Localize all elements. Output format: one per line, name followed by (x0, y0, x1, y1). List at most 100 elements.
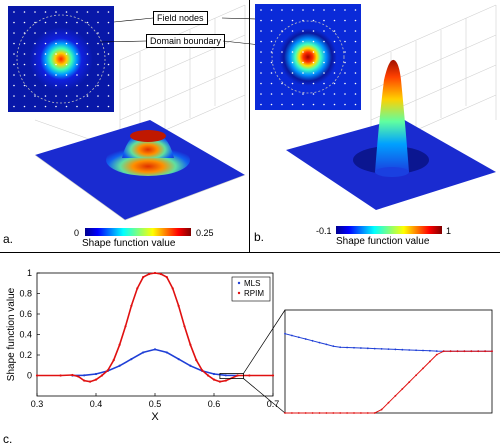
field-node (281, 19, 283, 22)
inset-point-mls (332, 345, 335, 348)
field-node (333, 61, 336, 64)
data-point-rpim (100, 374, 103, 377)
inset-point-rpim (442, 350, 445, 353)
data-point-mls (189, 364, 192, 367)
field-node (354, 30, 357, 32)
field-node (55, 74, 57, 76)
field-node (23, 32, 26, 34)
field-node (13, 63, 15, 66)
field-node (107, 95, 110, 97)
field-node (107, 53, 110, 55)
zoom-connector (243, 378, 286, 414)
field-node (302, 30, 304, 32)
field-node (13, 21, 15, 24)
inset-point-rpim (318, 412, 321, 414)
field-node (281, 40, 283, 43)
field-node (281, 61, 283, 64)
field-node (291, 30, 294, 32)
data-point-mls (83, 374, 86, 377)
field-node (86, 11, 89, 13)
field-node (312, 93, 315, 95)
field-node (344, 19, 346, 22)
field-node (97, 105, 99, 108)
field-node (354, 9, 357, 11)
field-node (312, 82, 315, 85)
data-point-rpim (271, 374, 275, 377)
field-node (323, 72, 325, 74)
field-node (86, 105, 89, 108)
colorbar-b-max: 1 (446, 226, 452, 236)
field-node (97, 53, 99, 55)
field-node (44, 42, 47, 45)
field-node (97, 95, 99, 97)
field-node (44, 21, 47, 24)
field-node (281, 103, 283, 106)
field-node (291, 103, 294, 106)
data-point-rpim (224, 379, 227, 382)
field-node (107, 42, 110, 45)
panel-a-surface (8, 4, 246, 236)
inset-frame (284, 309, 493, 414)
data-point-mls (118, 364, 121, 367)
field-node (333, 30, 336, 32)
field-node (107, 21, 110, 24)
data-point-rpim (94, 378, 98, 381)
inset-point-rpim (394, 394, 397, 397)
field-node (34, 11, 36, 13)
field-node (65, 74, 68, 76)
field-node (344, 82, 346, 85)
field-node (333, 103, 336, 106)
inset-point-rpim (346, 412, 348, 414)
data-point-mls (224, 374, 227, 377)
inset-point-mls (387, 348, 390, 351)
field-node (97, 11, 99, 13)
legend-marker (237, 291, 241, 295)
data-point-rpim (106, 369, 109, 372)
field-node (270, 82, 273, 85)
data-point-mls (153, 348, 157, 351)
data-point-mls (94, 372, 98, 376)
data-point-rpim (177, 304, 180, 307)
field-node (23, 53, 26, 55)
inset-point-mls (284, 332, 286, 335)
field-node (34, 105, 36, 108)
field-node (291, 19, 294, 22)
data-point-rpim (165, 276, 168, 279)
x-tick-label: 0.7 (267, 399, 280, 409)
field-node (281, 9, 283, 11)
field-node (55, 21, 57, 24)
field-node (260, 93, 262, 95)
inset-point-rpim (463, 350, 466, 353)
field-node (23, 63, 26, 66)
field-node (97, 42, 99, 45)
field-node (302, 19, 304, 22)
field-node (65, 53, 68, 55)
data-point-rpim (171, 287, 174, 290)
panel-b-label: b. (254, 230, 265, 244)
field-node (65, 42, 68, 45)
x-tick-label: 0.4 (90, 399, 103, 409)
inset-point-rpim (353, 412, 355, 414)
data-point-rpim (130, 304, 133, 307)
panel-a: a. 0 0.25 Shape function value (0, 0, 248, 250)
panel-b-domain-boundary-circle (271, 20, 345, 94)
field-node (34, 42, 36, 45)
field-node (302, 40, 304, 43)
inset-point-rpim (311, 412, 314, 414)
field-node (44, 11, 47, 13)
field-node (344, 103, 346, 106)
data-point-rpim (183, 325, 186, 328)
field-node (323, 93, 325, 95)
inset-point-rpim (449, 350, 452, 353)
data-point-rpim (212, 378, 216, 381)
field-node (107, 11, 110, 13)
field-node (86, 42, 89, 45)
field-node (291, 51, 294, 53)
field-node (302, 103, 304, 106)
field-node (323, 103, 325, 106)
field-node (323, 61, 325, 64)
data-point-rpim (59, 374, 62, 377)
field-node (34, 53, 36, 55)
inset-point-mls (325, 343, 328, 346)
field-node (333, 9, 336, 11)
